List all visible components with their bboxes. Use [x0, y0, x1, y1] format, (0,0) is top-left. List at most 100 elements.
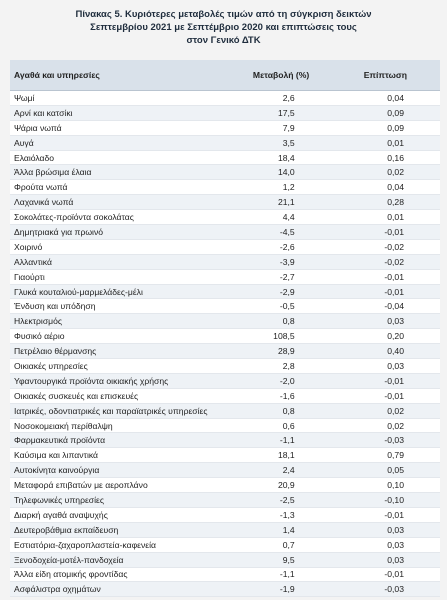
table-cell: Καύσιμα και λιπαντικά — [10, 447, 232, 464]
table-cell: -0,01 — [330, 373, 440, 389]
table-row: Ασφάλιστρα οχημάτων -1,9 -0,03 — [10, 581, 440, 598]
table-row: Γλυκά κουταλιού-μαρμελάδες-μέλι -2,9 -0,01 — [10, 284, 440, 300]
table-row: Ιατρικές, οδοντιατρικές και παραϊατρικές… — [10, 403, 440, 419]
table-cell: Ένδυση και υπόδηση — [10, 298, 232, 315]
table-cell: 0,03 — [330, 358, 440, 374]
table-row: Καύσιμα και λιπαντικά 18,1 0,79 — [10, 447, 440, 464]
table-cell: Άλλα βρώσιμα έλαια — [10, 164, 232, 181]
table-row: Γιαούρτι -2,7 -0,01 — [10, 269, 440, 285]
table-cell: -0,01 — [330, 507, 440, 523]
table-cell: Ηλεκτρισμός — [10, 313, 232, 330]
table-cell: 1,2 — [231, 179, 331, 196]
table-cell: 108,5 — [231, 328, 331, 345]
table-cell: Γιαούρτι — [10, 269, 232, 285]
table-cell: 3,5 — [231, 135, 331, 151]
table-cell: Οικιακές υπηρεσίες — [10, 358, 232, 374]
column-header: Επίπτωση — [330, 60, 440, 91]
table-cell: 9,5 — [231, 552, 331, 568]
table-cell: Δημητριακά για πρωινό — [10, 224, 232, 240]
table-cell: Ασφάλιστρα οχημάτων — [10, 581, 232, 598]
table-cell: Φυσικό αέριο — [10, 328, 232, 345]
title-line: Πίνακας 5. Κυριότερες μεταβολές τιμών απ… — [75, 9, 372, 20]
table-cell: 0,02 — [330, 403, 440, 419]
table-cell: -0,03 — [330, 432, 440, 449]
table-cell: Χοιρινό — [10, 239, 232, 255]
table-row: Νοσοκομειακή περίθαλψη 0,6 0,02 — [10, 418, 440, 434]
table-cell: 0,05 — [330, 462, 440, 479]
table-cell: -1,9 — [231, 581, 331, 598]
table-cell: Αυγά — [10, 135, 232, 151]
table-cell: 0,01 — [330, 135, 440, 151]
table-cell: -0,01 — [330, 567, 440, 583]
table-cell: -2,6 — [231, 239, 331, 255]
table-cell: Φαρμακευτικά προϊόντα — [10, 432, 232, 449]
table-row: Οικιακές συσκευές και επισκευές -1,6 -0,01 — [10, 388, 440, 404]
table-row: Ένδυση και υπόδηση -0,5 -0,04 — [10, 298, 440, 315]
table-cell: Πετρέλαιο θέρμανσης — [10, 343, 232, 360]
table-row: Ψωμί 2,6 0,04 — [10, 90, 440, 106]
table-cell: 2,4 — [231, 462, 331, 479]
table-cell: -0,02 — [330, 254, 440, 270]
table-cell: -1,3 — [231, 507, 331, 523]
table-row: Φυσικό αέριο 108,5 0,20 — [10, 328, 440, 345]
table-cell: 4,4 — [231, 209, 331, 226]
table-cell: 17,5 — [231, 105, 331, 121]
table-row: Τηλεφωνικές υπηρεσίες -2,5 -0,10 — [10, 492, 440, 508]
column-header: Αγαθά και υπηρεσίες — [10, 60, 232, 91]
table-row: Αρνί και κατσίκι 17,5 0,09 — [10, 105, 440, 121]
table-cell: 0,04 — [330, 179, 440, 196]
table-row: Δευτεροβάθμια εκπαίδευση 1,4 0,03 — [10, 522, 440, 538]
table-cell: -0,10 — [330, 492, 440, 508]
table-cell: -0,01 — [330, 284, 440, 300]
table-cell: Οικιακές συσκευές και επισκευές — [10, 388, 232, 404]
table-cell: 28,9 — [231, 343, 331, 360]
table-cell: Αυτοκίνητα καινούργια — [10, 462, 232, 479]
table-cell: Άλλα είδη ατομικής φροντίδας — [10, 567, 232, 583]
table-cell: Σοκολάτες-προϊόντα σοκολάτας — [10, 209, 232, 226]
table-body: Ψωμί 2,6 0,04 Αρνί και κατσίκι 17,5 0,09 Ψάρια… — [10, 90, 440, 598]
table-cell: 21,1 — [231, 194, 331, 211]
table-row: Οικιακές υπηρεσίες 2,8 0,03 — [10, 358, 440, 374]
table-row: Εστιατόρια-ζαχαροπλαστεία-καφενεία 0,7 0,0… — [10, 537, 440, 553]
table-cell: 20,9 — [231, 477, 331, 494]
table-cell: 0,01 — [330, 209, 440, 226]
table-cell: -1,6 — [231, 388, 331, 404]
table-cell: -3,9 — [231, 254, 331, 270]
table-cell: 0,79 — [330, 447, 440, 464]
table-cell: -0,04 — [330, 298, 440, 315]
table-cell: -2,0 — [231, 373, 331, 389]
table-row: Ηλεκτρισμός 0,8 0,03 — [10, 313, 440, 330]
table-cell: 0,03 — [330, 313, 440, 330]
table-row: Ψάρια νωπά 7,9 0,09 — [10, 120, 440, 136]
table-cell: Ελαιόλαδο — [10, 150, 232, 166]
table-cell: Ξενοδοχεία-μοτέλ-πανδοχεία — [10, 552, 232, 568]
table-cell: 2,6 — [231, 90, 331, 106]
table-cell: Υφαντουργικά προϊόντα οικιακής χρήσης — [10, 373, 232, 389]
table-cell: 0,02 — [330, 418, 440, 434]
table-cell: 1,4 — [231, 522, 331, 538]
table-cell: -2,9 — [231, 284, 331, 300]
table-row: Αυτοκίνητα καινούργια 2,4 0,05 — [10, 462, 440, 479]
table-cell: 0,03 — [330, 537, 440, 553]
table-row: Άλλα βρώσιμα έλαια 14,0 0,02 — [10, 164, 440, 181]
title-line: στον Γενικό ΔΤΚ — [186, 35, 261, 46]
table-cell: 0,8 — [231, 403, 331, 419]
table-cell: Λαχανικά νωπά — [10, 194, 232, 211]
table-cell: 0,02 — [330, 164, 440, 181]
column-header: Μεταβολή (%) — [231, 60, 331, 91]
table-row: Χοιρινό -2,6 -0,02 — [10, 239, 440, 255]
table-row: Ξενοδοχεία-μοτέλ-πανδοχεία 9,5 0,03 — [10, 552, 440, 568]
table-cell: Εστιατόρια-ζαχαροπλαστεία-καφενεία — [10, 537, 232, 553]
title-line: Σεπτεμβρίου 2021 με Σεπτέμβριο 2020 και … — [90, 22, 357, 33]
table-cell: Δευτεροβάθμια εκπαίδευση — [10, 522, 232, 538]
table-cell: 14,0 — [231, 164, 331, 181]
table-cell: 0,6 — [231, 418, 331, 434]
table-cell: 0,7 — [231, 537, 331, 553]
table-cell: -1,1 — [231, 432, 331, 449]
table-cell: -1,1 — [231, 567, 331, 583]
table-cell: Νοσοκομειακή περίθαλψη — [10, 418, 232, 434]
table-cell: -0,02 — [330, 239, 440, 255]
table-cell: Ιατρικές, οδοντιατρικές και παραϊατρικές… — [10, 403, 232, 419]
table-cell: Ψωμί — [10, 90, 232, 106]
table-cell: 7,9 — [231, 120, 331, 136]
